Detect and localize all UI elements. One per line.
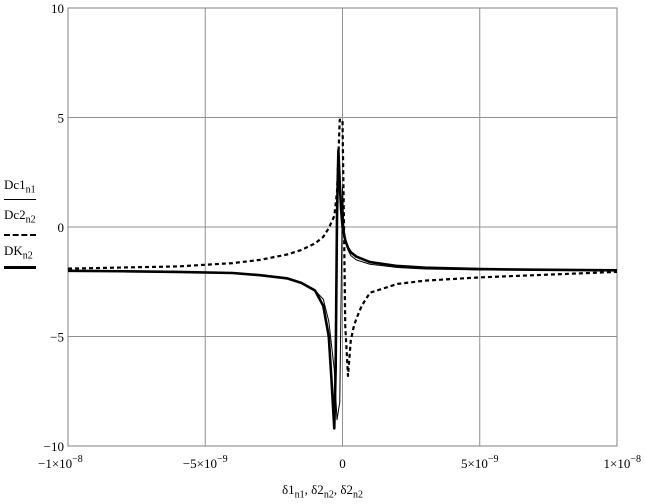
x-tick-labels: −1×10−8 −5×10−9 0 5×10−9 1×10−8 — [38, 454, 641, 471]
x-tick-label: −5×10−9 — [183, 454, 228, 471]
x-tick-label: −1×10−8 — [38, 454, 83, 471]
legend-label-dc2: Dc2n2 — [4, 207, 36, 226]
series-lines — [67, 118, 618, 430]
series-line-dk — [67, 149, 618, 430]
y-tick-labels: 10 5 0 −5 −10 — [44, 1, 64, 454]
x-axis-label: δ1n1, δ2n2, δ2n2 — [282, 482, 363, 501]
plot-frame — [67, 7, 618, 447]
y-tick-label: 0 — [58, 220, 65, 235]
x-tick-label: 1×10−8 — [604, 454, 641, 471]
x-tick-label: 5×10−9 — [461, 454, 498, 471]
y-tick-label: 10 — [51, 1, 64, 16]
legend-label-dc1: Dc1n1 — [4, 177, 36, 196]
legend-label-dk: DKn2 — [4, 243, 33, 262]
y-tick-label: 5 — [58, 111, 65, 126]
y-tick-label: −5 — [50, 330, 64, 345]
legend-swatch-dk — [4, 266, 36, 269]
y-tick-label: −10 — [44, 439, 64, 454]
legend-swatch-dc2 — [4, 234, 36, 236]
legend-swatch-dc1 — [4, 199, 36, 200]
x-tick-label: 0 — [339, 456, 346, 471]
